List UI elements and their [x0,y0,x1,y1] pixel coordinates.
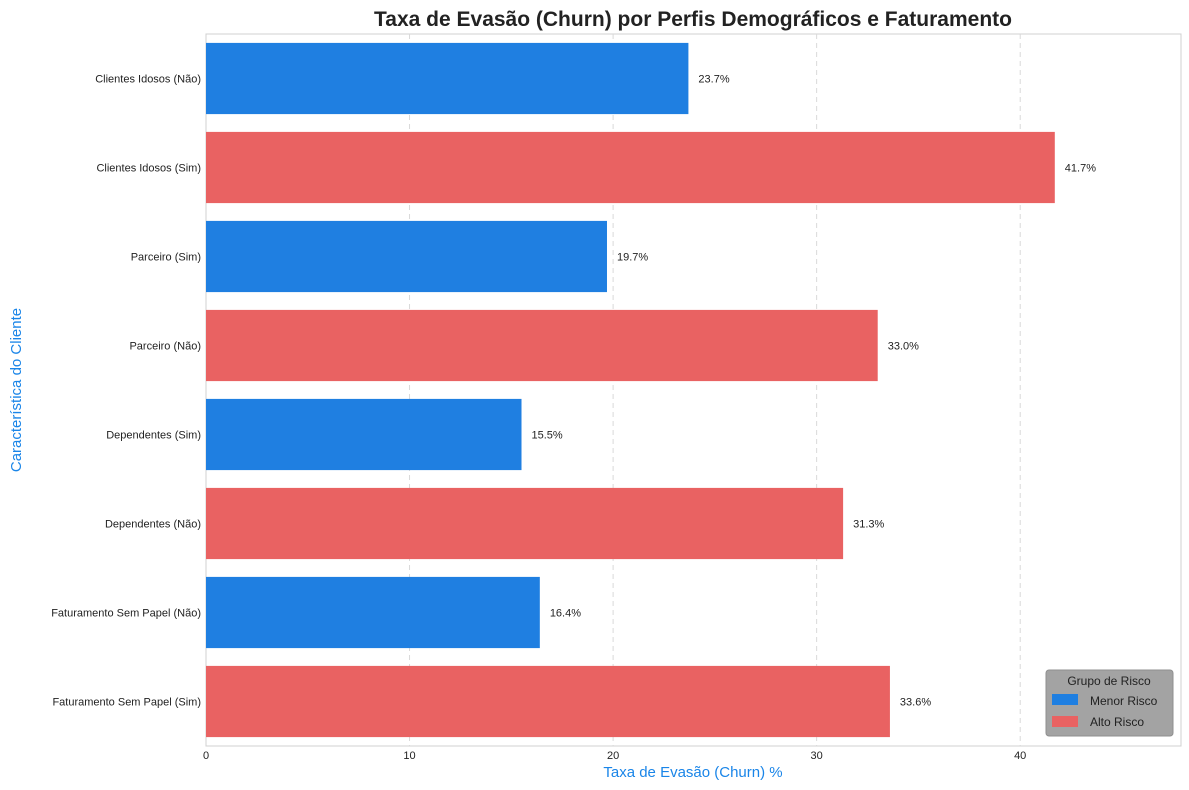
bar [206,131,1055,204]
bar-value-label: 31.3% [853,519,884,531]
data-labels: 23.7% 41.7% 19.7% 33.0% 15.5% 31.3% 16.4% 33.6% [532,74,1097,709]
x-tick-label: 0 [203,750,209,762]
legend-swatch-menor-risco [1052,694,1078,705]
y-tick-label: Parceiro (Não) [129,341,201,353]
x-tick-label: 30 [811,750,823,762]
bar [206,576,540,649]
legend-label-alto-risco: Alto Risco [1090,715,1144,729]
y-tick-label: Faturamento Sem Papel (Sim) [52,697,201,709]
bar-value-label: 33.0% [888,341,919,353]
bar-value-label: 15.5% [532,430,563,442]
bars [206,42,1055,738]
chart-title: Taxa de Evasão (Churn) por Perfis Demogr… [374,8,1012,31]
bar [206,220,607,293]
x-axis-label: Taxa de Evasão (Churn) % [603,764,782,781]
y-tick-label: Dependentes (Não) [105,519,201,531]
bar-value-label: 23.7% [698,74,729,86]
bar [206,487,844,560]
y-tick-label: Clientes Idosos (Não) [95,74,201,86]
legend: Grupo de Risco Menor Risco Alto Risco [1045,669,1174,737]
y-tick-label: Parceiro (Sim) [131,252,201,264]
bar-value-label: 33.6% [900,697,931,709]
bar [206,398,522,471]
bar [206,309,878,382]
bar [206,665,890,738]
x-tick-label: 10 [403,750,415,762]
legend-title: Grupo de Risco [1067,674,1151,688]
x-tick-label: 40 [1014,750,1026,762]
legend-label-menor-risco: Menor Risco [1090,694,1158,708]
bar [206,42,689,115]
y-tick-label: Clientes Idosos (Sim) [96,163,201,175]
legend-swatch-alto-risco [1052,716,1078,727]
x-tick-label: 20 [607,750,619,762]
bar-value-label: 16.4% [550,608,581,620]
x-tick-labels: 0 10 20 30 40 [203,750,1026,762]
y-tick-label: Dependentes (Sim) [106,430,201,442]
bar-value-label: 19.7% [617,252,648,264]
y-tick-labels: Clientes Idosos (Não) Clientes Idosos (Si… [51,74,201,709]
y-axis-label: Característica do Cliente [8,308,25,472]
y-tick-label: Faturamento Sem Papel (Não) [51,608,201,620]
bar-value-label: 41.7% [1065,163,1096,175]
